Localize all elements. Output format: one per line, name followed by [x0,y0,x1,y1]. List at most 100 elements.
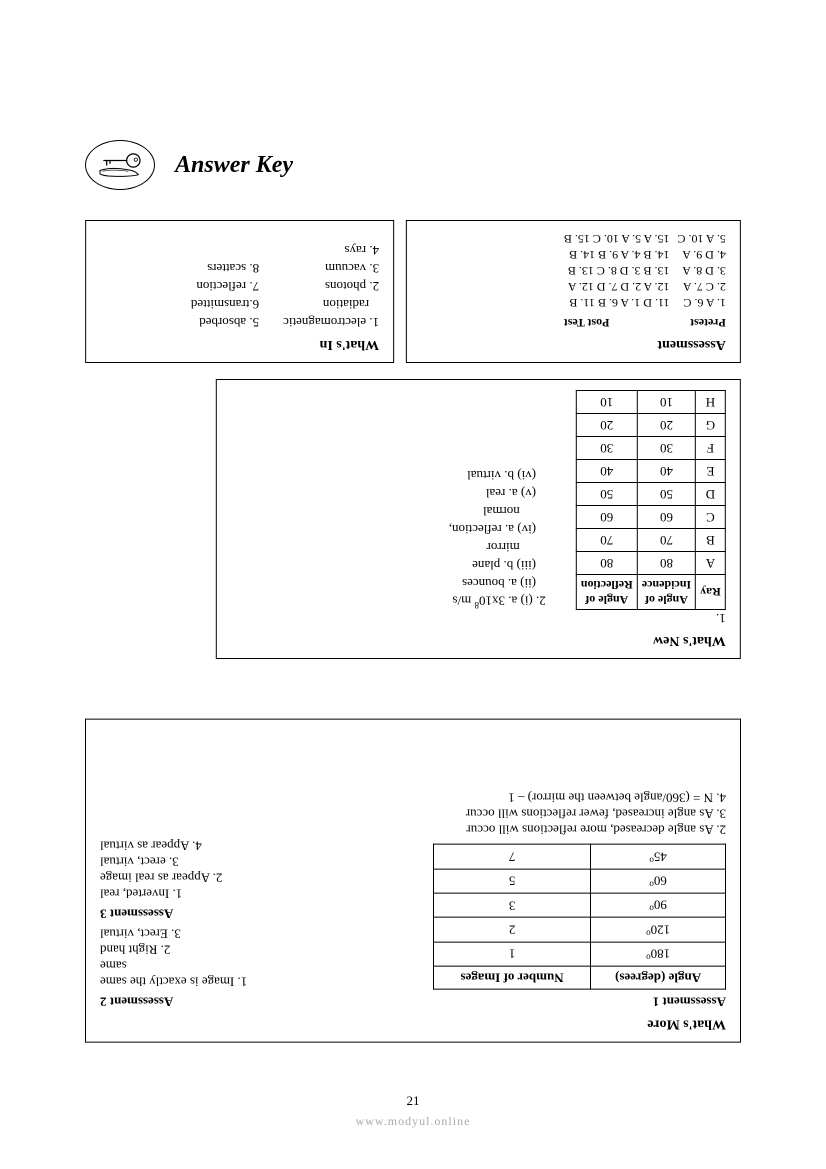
note: 3. As angle increased, fewer reflections… [433,806,726,822]
list-item: 2. Appear as real image [100,870,393,886]
cell: 60o [591,869,726,893]
th: Number of Images [434,966,591,989]
note: 4. N = (360/angle between the mirror) – … [433,790,726,806]
list-item: (iii) b. plane [449,557,546,573]
cell: 20 [577,414,638,437]
page: Answer Key What's In 1. electromagnetic … [0,0,826,1083]
cell: 5 [434,869,591,893]
top-row: What's In 1. electromagnetic radiation 2… [85,220,741,363]
cell: 60 [637,506,695,529]
assessment3-label: Assessment 3 [100,906,393,922]
whats-in-col-right: 5. absorbed 6.transmitted 7. reflection … [191,242,259,330]
cell: 50 [637,483,695,506]
answer-row: 13. B 3. D 8. C 13. B [564,263,670,278]
cell: B [696,529,726,552]
cell: G [696,414,726,437]
th: Angle ofIncidence [637,575,695,610]
cell: 10 [577,391,638,414]
list-item: (ii) a. bounces [449,575,546,591]
list-item: 2. (i) a. 3x108 m/s [449,593,546,610]
cell: E [696,460,726,483]
answer-row: 1. A 6. C [678,295,726,310]
list-item: 5. absorbed [191,314,259,330]
assessment1-col: Assessment 1 Angle (degrees)Number of Im… [433,790,726,1010]
cell: 180o [591,942,726,966]
cell: 80 [637,552,695,575]
answer-row: 14. B 4. A 9. B 14. B [564,247,670,262]
list-item: (v) a. real [449,485,546,501]
cell: 40 [637,460,695,483]
answer-row: 12. A 2. D 7. D 12. A [564,279,670,294]
answer-row: 15. A 5. A 10. C 15. B [564,231,670,246]
answer-row: 2. C 7. A [678,279,726,294]
whats-in-box: What's In 1. electromagnetic radiation 2… [85,220,394,363]
whats-new-box: What's New 1. Ray Angle ofIncidence Angl… [216,379,741,659]
cell: 120o [591,917,726,941]
list-item: 2. photons [283,278,379,294]
angle-table: Ray Angle ofIncidence Angle ofReflection… [576,390,726,610]
page-number: 21 [0,1093,826,1109]
whats-new-heading: What's New [231,632,726,648]
side-list: 2. (i) a. 3x108 m/s (ii) a. bounces (iii… [449,467,546,610]
number-label: 1. [231,610,726,626]
th: Angle ofReflection [577,575,638,610]
list-item: normal [449,503,546,519]
cell: 45o [591,845,726,869]
cell: 80 [577,552,638,575]
th: Ray [696,575,726,610]
answer-row: 4. D 9. A [678,247,726,262]
answer-row: 3. D 8. A [678,263,726,278]
note: 2. As angle decreased, more reflections … [433,822,726,838]
list-item: mirror [449,539,546,555]
whats-in-heading: What's In [100,336,379,352]
cell: C [696,506,726,529]
cell: 20 [637,414,695,437]
whats-more-box: What's More Assessment 1 Angle (degrees)… [85,719,741,1043]
list-item: 4. rays [283,242,379,258]
posttest-col: Post Test 11. D 1. A 6. B 11. B 12. A 2.… [564,231,670,330]
cell: 70 [637,529,695,552]
list-item: (iv) a. reflection, [449,521,546,537]
list-item: 1. Inverted, real [100,886,393,902]
list-item: 3. erect, virtual [100,854,393,870]
list-item: radiation [283,296,379,312]
list-item: 7. reflection [191,278,259,294]
a1-table: Angle (degrees)Number of Images 180o1 12… [433,844,726,990]
cell: 90o [591,893,726,917]
cell: D [696,483,726,506]
whats-more-heading: What's More [100,1016,726,1032]
cell: H [696,391,726,414]
list-item: 3. vacuum [283,260,379,276]
cell: 3 [434,893,591,917]
list-item: 1. electromagnetic [283,314,379,330]
pretest-col: Pretest 1. A 6. C 2. C 7. A 3. D 8. A 4.… [678,231,726,330]
cell: 40 [577,460,638,483]
cell: 30 [637,437,695,460]
assessment-heading: Assessment [421,336,726,352]
header: Answer Key [85,140,741,190]
list-item: (vi) b. virtual [449,467,546,483]
list-item: 1. Image is exactly the same [100,974,393,990]
cell: 2 [434,917,591,941]
page-title: Answer Key [175,152,293,179]
assessment23-col: Assessment 2 1. Image is exactly the sam… [100,838,393,1010]
cell: 70 [577,529,638,552]
assessment2-label: Assessment 2 [100,994,393,1010]
cell: 60 [577,506,638,529]
posttest-label: Post Test [564,315,670,330]
key-icon [85,140,155,190]
assessment1-label: Assessment 1 [433,994,726,1010]
answer-row: 5. A 10. C [678,231,726,246]
list-item: 4. Appear as virtual [100,838,393,854]
cell: A [696,552,726,575]
list-item: 2. Right hand [100,942,393,958]
whats-in-col-left: 1. electromagnetic radiation 2. photons … [283,242,379,330]
cell: 30 [577,437,638,460]
watermark: www.modyul.online [0,1114,826,1129]
cell: 1 [434,942,591,966]
cell: 10 [637,391,695,414]
cell: 7 [434,845,591,869]
cell: 50 [577,483,638,506]
answer-row: 11. D 1. A 6. B 11. B [564,295,670,310]
list-item: 3. Erect, virtual [100,926,393,942]
